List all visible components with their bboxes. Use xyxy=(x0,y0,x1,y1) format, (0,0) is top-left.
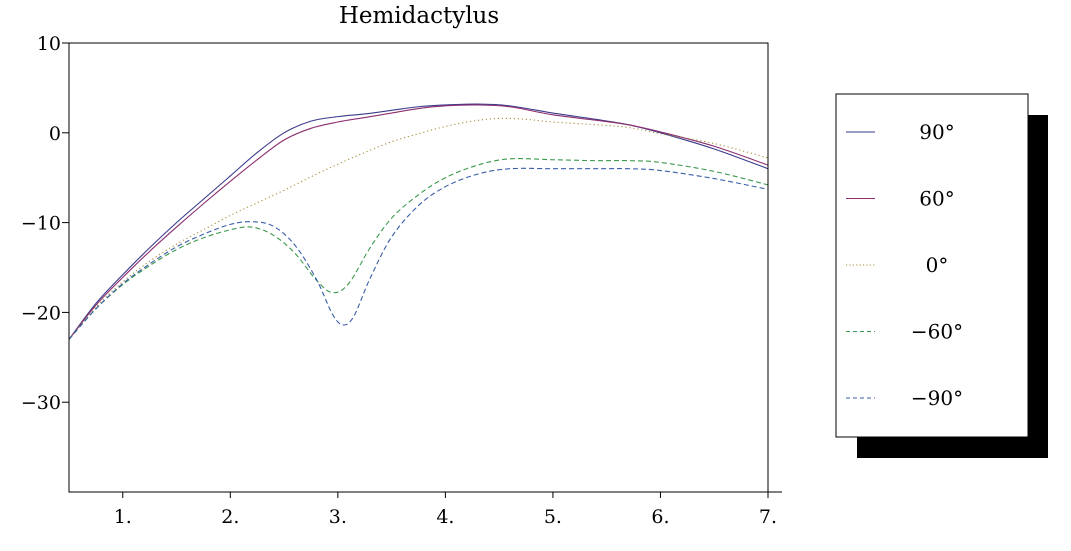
series-line-2 xyxy=(68,117,769,340)
y-tick-label: −30 xyxy=(21,392,61,414)
x-tick-label: 5. xyxy=(544,506,562,528)
legend-label: 0° xyxy=(926,253,949,277)
series-line-0 xyxy=(68,103,769,340)
y-tick-label: 0 xyxy=(49,123,61,145)
x-tick-label: 6. xyxy=(651,506,669,528)
series-line-3 xyxy=(68,158,769,340)
y-tick-label: −10 xyxy=(21,213,61,235)
x-axis: 1. 2. 3. 4. 5. 6. 7. xyxy=(69,491,782,528)
chart-title: Hemidactylus xyxy=(339,3,499,29)
legend-box xyxy=(835,93,1029,438)
x-tick-label: 1. xyxy=(114,506,132,528)
x-tick-label: 2. xyxy=(221,506,239,528)
x-tick-label: 4. xyxy=(436,506,454,528)
y-tick-label: 10 xyxy=(37,33,61,55)
x-tick-label: 7. xyxy=(759,506,777,528)
legend: 90° 60° 0° −60° −90° xyxy=(835,93,1048,458)
y-tick-label: −20 xyxy=(21,302,61,324)
legend-label: −60° xyxy=(911,320,963,344)
series-line-4 xyxy=(68,167,769,340)
legend-label: 90° xyxy=(919,120,954,144)
series-line-1 xyxy=(68,104,769,340)
y-axis: 10 0 −10 −20 −30 xyxy=(21,33,69,414)
legend-label: −90° xyxy=(911,386,963,410)
legend-label: 60° xyxy=(919,187,954,211)
legend-entries: 90° 60° 0° −60° −90° xyxy=(846,120,963,410)
plot-lines xyxy=(68,103,769,340)
x-tick-label: 3. xyxy=(329,506,347,528)
plot-frame xyxy=(68,42,769,493)
